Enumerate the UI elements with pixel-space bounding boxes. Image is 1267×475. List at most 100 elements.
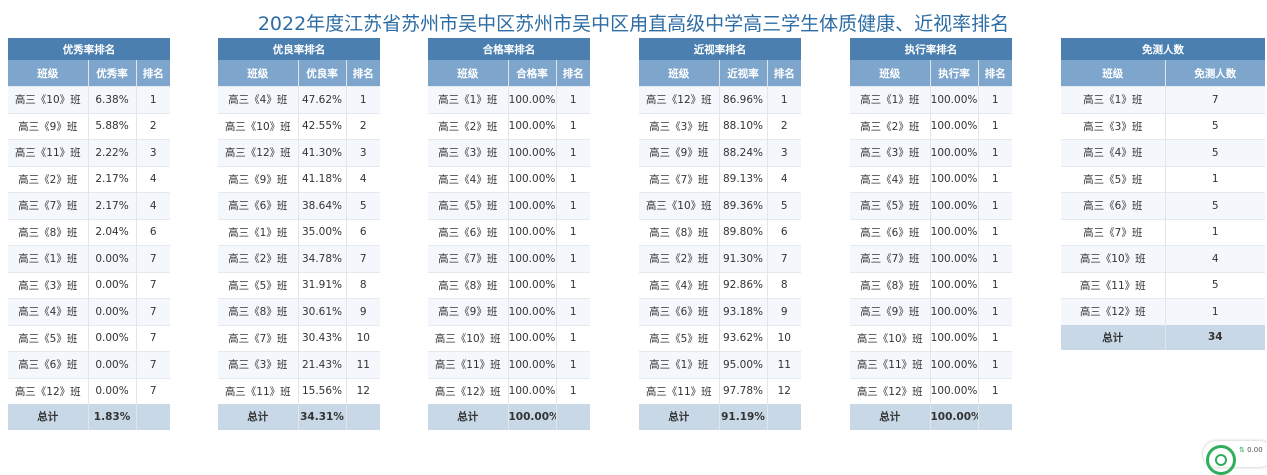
column-header[interactable]: 班级 <box>1061 60 1165 87</box>
table-row: 高三《10》班 100.00% 1 <box>428 324 590 352</box>
table-group-header: 执行率排名 <box>850 38 1012 60</box>
table-row: 高三《5》班 1 <box>1061 165 1265 193</box>
total-cell: 总计 <box>8 404 88 430</box>
table-row: 高三《10》班 42.55% 2 <box>218 112 380 140</box>
table-cell: 12 <box>766 377 801 404</box>
table-cell: 4 <box>766 165 801 193</box>
table-cell: 89.80% <box>718 218 767 246</box>
table-cell: 高三《1》班 <box>1061 86 1165 113</box>
table-cell: 100.00% <box>507 377 556 404</box>
table-cell: 高三《10》班 <box>639 192 719 219</box>
table-cell: 100.00% <box>507 245 556 272</box>
total-cell <box>977 404 1012 430</box>
table-row: 高三《6》班 100.00% 1 <box>850 218 1012 246</box>
column-header[interactable]: 排名 <box>766 60 801 87</box>
table-row: 高三《11》班 15.56% 12 <box>218 377 380 404</box>
column-header[interactable]: 排名 <box>345 60 380 87</box>
table-cell: 高三《4》班 <box>850 165 930 193</box>
table-cell: 7 <box>135 377 170 404</box>
table-cell: 6 <box>766 218 801 246</box>
table-cell: 0.00% <box>87 298 136 325</box>
column-header[interactable]: 班级 <box>428 60 508 87</box>
table-row: 高三《5》班 100.00% 1 <box>850 192 1012 219</box>
table-cell: 0.00% <box>87 324 136 352</box>
table-cell: 高三《10》班 <box>8 86 88 113</box>
table-cell: 95.00% <box>718 351 767 378</box>
table-cell: 2.17% <box>87 192 136 219</box>
column-header[interactable]: 班级 <box>639 60 719 87</box>
table-cell: 5 <box>1164 112 1265 140</box>
table-row: 高三《11》班 100.00% 1 <box>850 351 1012 378</box>
table-cell: 38.64% <box>297 192 346 219</box>
table-cell: 高三《7》班 <box>850 245 930 272</box>
column-header[interactable]: 优良率 <box>297 60 346 87</box>
table-row: 高三《3》班 88.10% 2 <box>639 112 801 140</box>
column-header[interactable]: 班级 <box>218 60 298 87</box>
table-row: 高三《8》班 100.00% 1 <box>850 271 1012 299</box>
total-cell: 100.00% <box>929 404 978 430</box>
table-cell: 1 <box>555 351 590 378</box>
table-cell: 100.00% <box>507 298 556 325</box>
table-cell: 高三《11》班 <box>218 377 298 404</box>
table-cell: 6.38% <box>87 86 136 113</box>
table-row: 高三《6》班 100.00% 1 <box>428 218 590 246</box>
table-cell: 高三《7》班 <box>218 324 298 352</box>
column-header[interactable]: 排名 <box>135 60 170 87</box>
column-header[interactable]: 优秀率 <box>87 60 136 87</box>
table-cell: 高三《9》班 <box>428 298 508 325</box>
table-row: 高三《4》班 47.62% 1 <box>218 86 380 113</box>
table-cell: 高三《1》班 <box>639 351 719 378</box>
column-header[interactable]: 合格率 <box>507 60 556 87</box>
table-cell: 1 <box>977 324 1012 352</box>
table-cell: 100.00% <box>929 351 978 378</box>
table-row: 高三《1》班 35.00% 6 <box>218 218 380 246</box>
table-cell: 高三《6》班 <box>1061 192 1165 219</box>
excellent-rank-table: 优秀率排名 班级 优秀率 排名 高三《10》班 6.38% 1 高三《9》班 5.88% 2 高三《… <box>8 38 170 430</box>
table-cell: 3 <box>345 139 380 166</box>
table-cell: 91.30% <box>718 245 767 272</box>
table-cell: 1 <box>135 86 170 113</box>
table-cell: 高三《1》班 <box>428 86 508 113</box>
table-row: 高三《8》班 89.80% 6 <box>639 218 801 246</box>
table-cell: 高三《3》班 <box>639 112 719 140</box>
table-row: 高三《6》班 5 <box>1061 192 1265 219</box>
table-cell: 高三《2》班 <box>8 165 88 193</box>
table-row: 高三《5》班 100.00% 1 <box>428 192 590 219</box>
table-cell: 3 <box>766 139 801 166</box>
total-row: 总计 100.00% <box>850 404 1012 430</box>
table-cell: 高三《10》班 <box>428 324 508 352</box>
table-cell: 0.00% <box>87 351 136 378</box>
table-cell: 高三《3》班 <box>850 139 930 166</box>
table-cell: 4 <box>345 165 380 193</box>
table-cell: 高三《4》班 <box>428 165 508 193</box>
table-cell: 高三《4》班 <box>218 86 298 113</box>
column-header[interactable]: 班级 <box>8 60 88 87</box>
table-cell: 2.22% <box>87 139 136 166</box>
column-header[interactable]: 近视率 <box>718 60 767 87</box>
column-header[interactable]: 免测人数 <box>1164 60 1265 87</box>
table-cell: 93.18% <box>718 298 767 325</box>
column-header[interactable]: 班级 <box>850 60 930 87</box>
network-speed-badge[interactable]: ⇅ 0.00 <box>1203 441 1267 475</box>
column-header[interactable]: 执行率 <box>929 60 978 87</box>
table-cell: 高三《12》班 <box>639 86 719 113</box>
total-cell: 1.83% <box>87 404 136 430</box>
column-header[interactable]: 排名 <box>555 60 590 87</box>
column-header[interactable]: 排名 <box>977 60 1012 87</box>
table-cell: 34.78% <box>297 245 346 272</box>
table-row: 高三《7》班 1 <box>1061 218 1265 246</box>
table-cell: 11 <box>766 351 801 378</box>
table-row: 高三《6》班 0.00% 7 <box>8 351 170 378</box>
table-row: 高三《11》班 5 <box>1061 271 1265 299</box>
table-cell: 高三《3》班 <box>218 351 298 378</box>
table-cell: 高三《9》班 <box>218 165 298 193</box>
table-cell: 高三《7》班 <box>639 165 719 193</box>
table-row: 高三《12》班 1 <box>1061 298 1265 325</box>
table-cell: 5 <box>1164 192 1265 219</box>
table-row: 高三《7》班 100.00% 1 <box>850 245 1012 272</box>
table-cell: 高三《5》班 <box>850 192 930 219</box>
table-row: 高三《3》班 100.00% 1 <box>850 139 1012 166</box>
table-cell: 1 <box>345 86 380 113</box>
table-cell: 8 <box>345 271 380 299</box>
total-cell: 总计 <box>218 404 298 430</box>
